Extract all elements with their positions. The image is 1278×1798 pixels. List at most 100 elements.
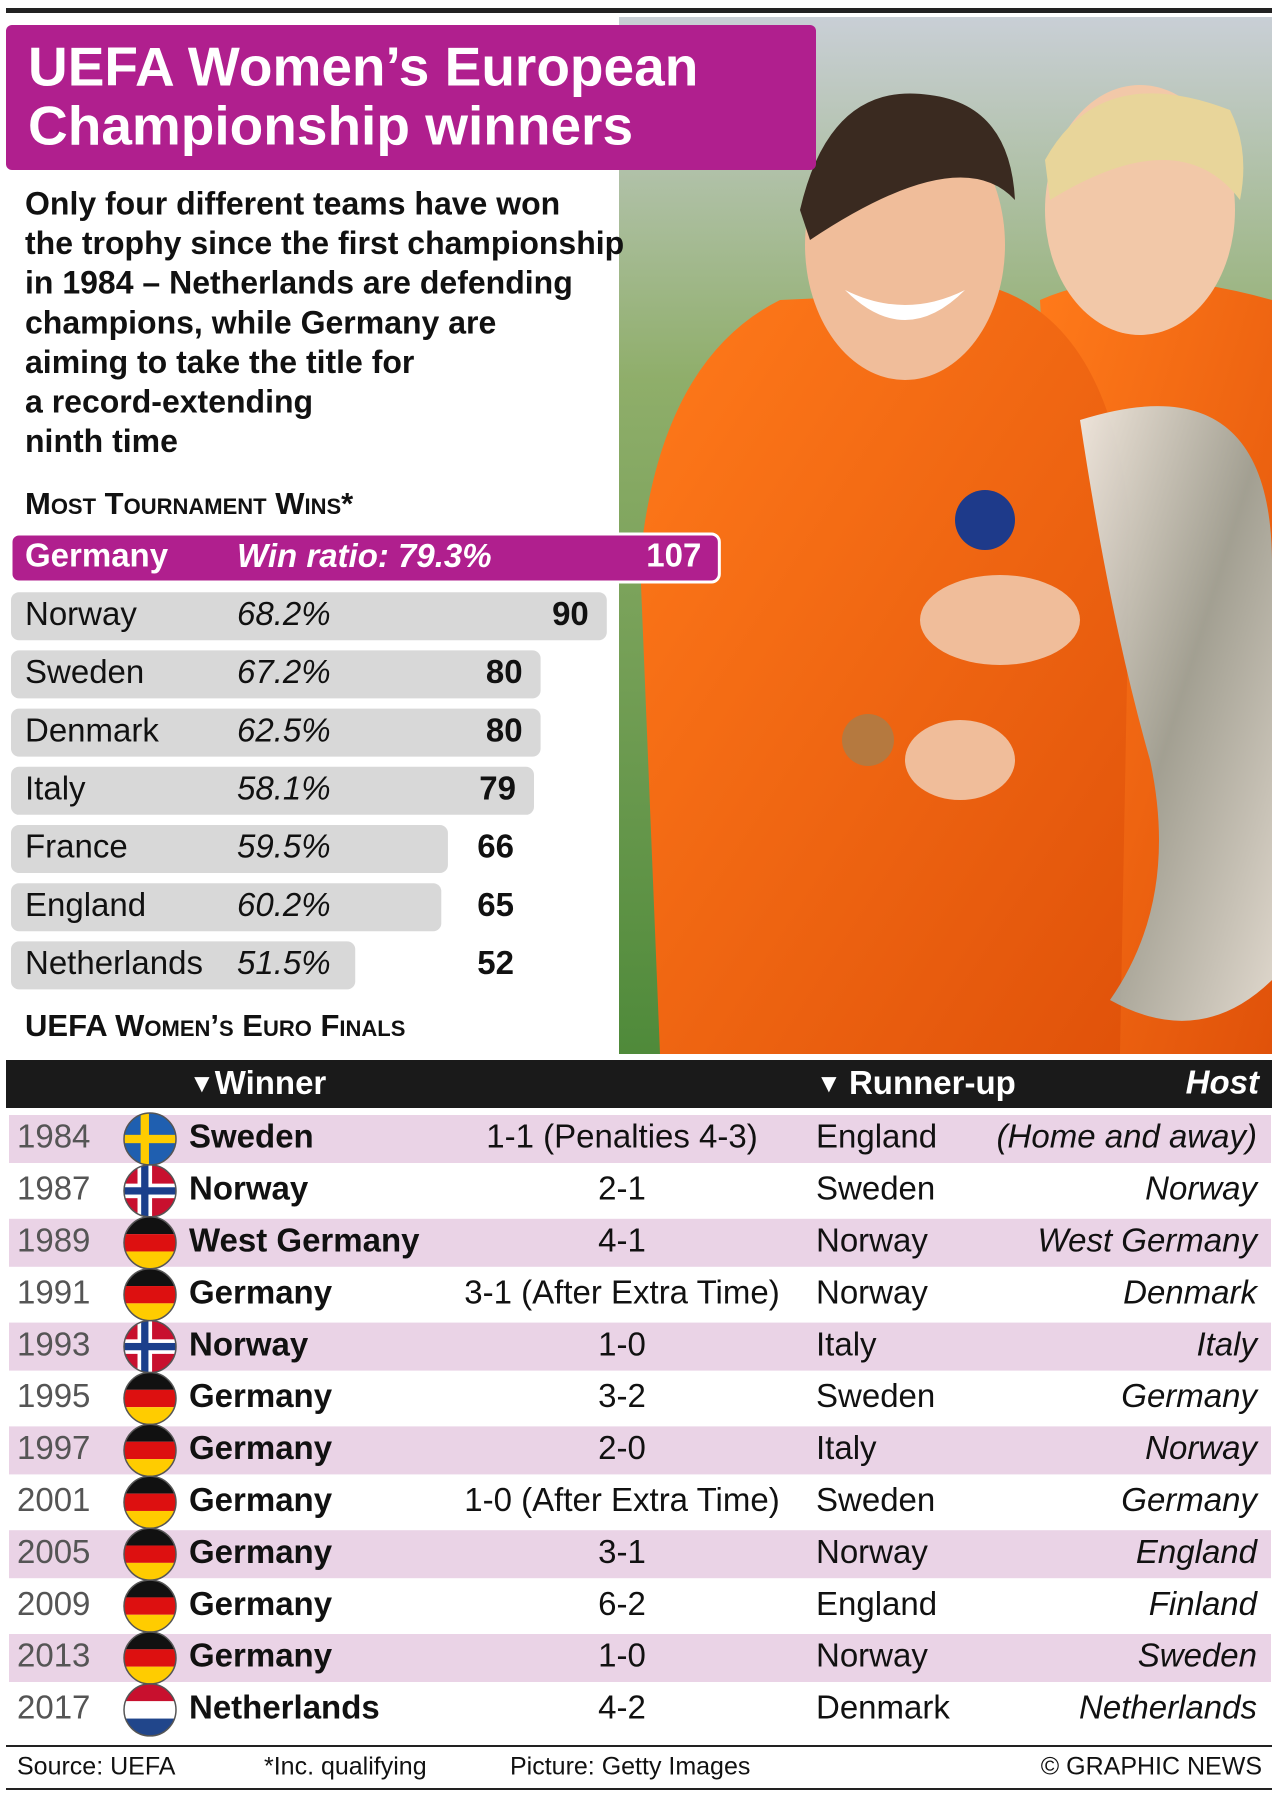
flag-fill: [124, 1268, 176, 1321]
flag-part: [124, 1510, 176, 1529]
win-ratio: Win ratio: 79.3%: [237, 537, 492, 574]
flag-fill: [124, 1476, 176, 1529]
host: Finland: [1149, 1585, 1259, 1622]
year: 1984: [17, 1118, 90, 1155]
intro-line: Only four different teams have won: [25, 185, 560, 221]
flag-part: [141, 1320, 149, 1373]
intro-line: champions, while Germany are: [25, 304, 496, 340]
year: 2017: [17, 1689, 90, 1726]
flag: [123, 1164, 177, 1218]
intro-line: aiming to take the title for: [25, 344, 414, 380]
wins-bar: [11, 592, 607, 641]
flag-part: [124, 1649, 176, 1667]
runner-up: Norway: [816, 1533, 928, 1570]
row-band: [9, 1218, 1271, 1267]
winner: Germany: [189, 1377, 333, 1414]
runner-up: Norway: [816, 1273, 928, 1310]
runner-up: Norway: [816, 1637, 928, 1674]
flag-fill: [124, 1113, 176, 1165]
wins-value: 107: [646, 537, 701, 574]
flag-part: [124, 1476, 176, 1494]
row-band: [9, 1426, 1271, 1475]
host: Italy: [1196, 1325, 1259, 1362]
wins-value: 90: [552, 595, 589, 632]
row-band: [9, 1530, 1271, 1579]
flag: [123, 1683, 177, 1737]
wins-bar: [11, 883, 442, 932]
flag-part: [124, 1342, 176, 1351]
team-name: Netherlands: [25, 944, 203, 981]
wins-value: 52: [477, 944, 514, 981]
win-ratio: 59.5%: [237, 828, 331, 865]
team-name: England: [25, 886, 146, 923]
winner: Norway: [189, 1325, 309, 1362]
wins-value: 80: [486, 711, 523, 748]
intro-line: in 1984 – Netherlands are defending: [25, 265, 573, 301]
flag-part: [124, 1424, 176, 1442]
score: 2-0: [598, 1429, 646, 1466]
runner-up: Sweden: [816, 1481, 935, 1518]
winner: Germany: [189, 1273, 333, 1310]
wins-bar: [11, 708, 541, 757]
year: 2009: [17, 1585, 90, 1622]
winner: West Germany: [189, 1222, 420, 1259]
flag-fill: [124, 1683, 176, 1736]
winner: Germany: [189, 1637, 333, 1674]
year: 2005: [17, 1533, 90, 1570]
flag: [123, 1423, 177, 1478]
flag-part: [140, 1113, 149, 1165]
flag: [123, 1475, 177, 1530]
flag-part: [124, 1441, 176, 1460]
flag: [123, 1371, 177, 1426]
flag-part: [124, 1407, 176, 1425]
runner-up: Denmark: [816, 1689, 950, 1726]
score: 3-1: [598, 1533, 646, 1570]
row-band: [9, 1115, 1271, 1163]
runner-up: Norway: [816, 1222, 928, 1259]
winner: Norway: [189, 1170, 309, 1207]
score: 4-1: [598, 1222, 646, 1259]
team-name: Norway: [25, 595, 137, 632]
flag-part: [124, 1251, 176, 1269]
footer-source: Source: UEFA: [17, 1753, 176, 1781]
column-header: Runner-up: [849, 1064, 1016, 1101]
title-box: [6, 25, 816, 170]
title-line: Championship winners: [28, 95, 633, 157]
row-band: [9, 1634, 1271, 1682]
team-name: Italy: [25, 770, 86, 807]
runner-up: Sweden: [816, 1170, 935, 1207]
flag-fill: [124, 1372, 176, 1425]
host: Norway: [1145, 1429, 1259, 1466]
host: England: [1136, 1533, 1259, 1570]
score: 1-0: [598, 1325, 646, 1362]
top-rule: [6, 8, 1272, 13]
win-ratio: 58.1%: [237, 770, 331, 807]
flag-part: [124, 1580, 176, 1598]
wins-value: 66: [477, 828, 514, 865]
year: 1997: [17, 1429, 90, 1466]
ratio-label: Win ratio:: [237, 537, 389, 574]
win-ratio: 68.2%: [237, 595, 331, 632]
flag-part: [124, 1597, 176, 1615]
team-name: Germany: [25, 537, 169, 574]
title-line: UEFA Women’s European: [28, 36, 698, 98]
flag: [123, 1319, 177, 1374]
team-name: Sweden: [25, 653, 144, 690]
host: Sweden: [1138, 1637, 1257, 1674]
flag: [123, 1579, 177, 1633]
row-band: [9, 1322, 1271, 1371]
flag-part: [124, 1493, 176, 1511]
win-ratio: 51.5%: [237, 944, 331, 981]
flag-part: [124, 1701, 176, 1719]
flag-part: [124, 1303, 176, 1321]
wins-bar: [11, 825, 448, 873]
win-ratio: 62.5%: [237, 711, 331, 748]
score: 1-0 (After Extra Time): [464, 1481, 779, 1518]
year: 2013: [17, 1637, 90, 1674]
wins-value: 65: [477, 886, 514, 923]
team-name: France: [25, 828, 128, 865]
column-header: Host: [1186, 1064, 1261, 1101]
flag-part: [141, 1164, 149, 1217]
winner: Germany: [189, 1481, 333, 1518]
photo: [619, 17, 1272, 1054]
